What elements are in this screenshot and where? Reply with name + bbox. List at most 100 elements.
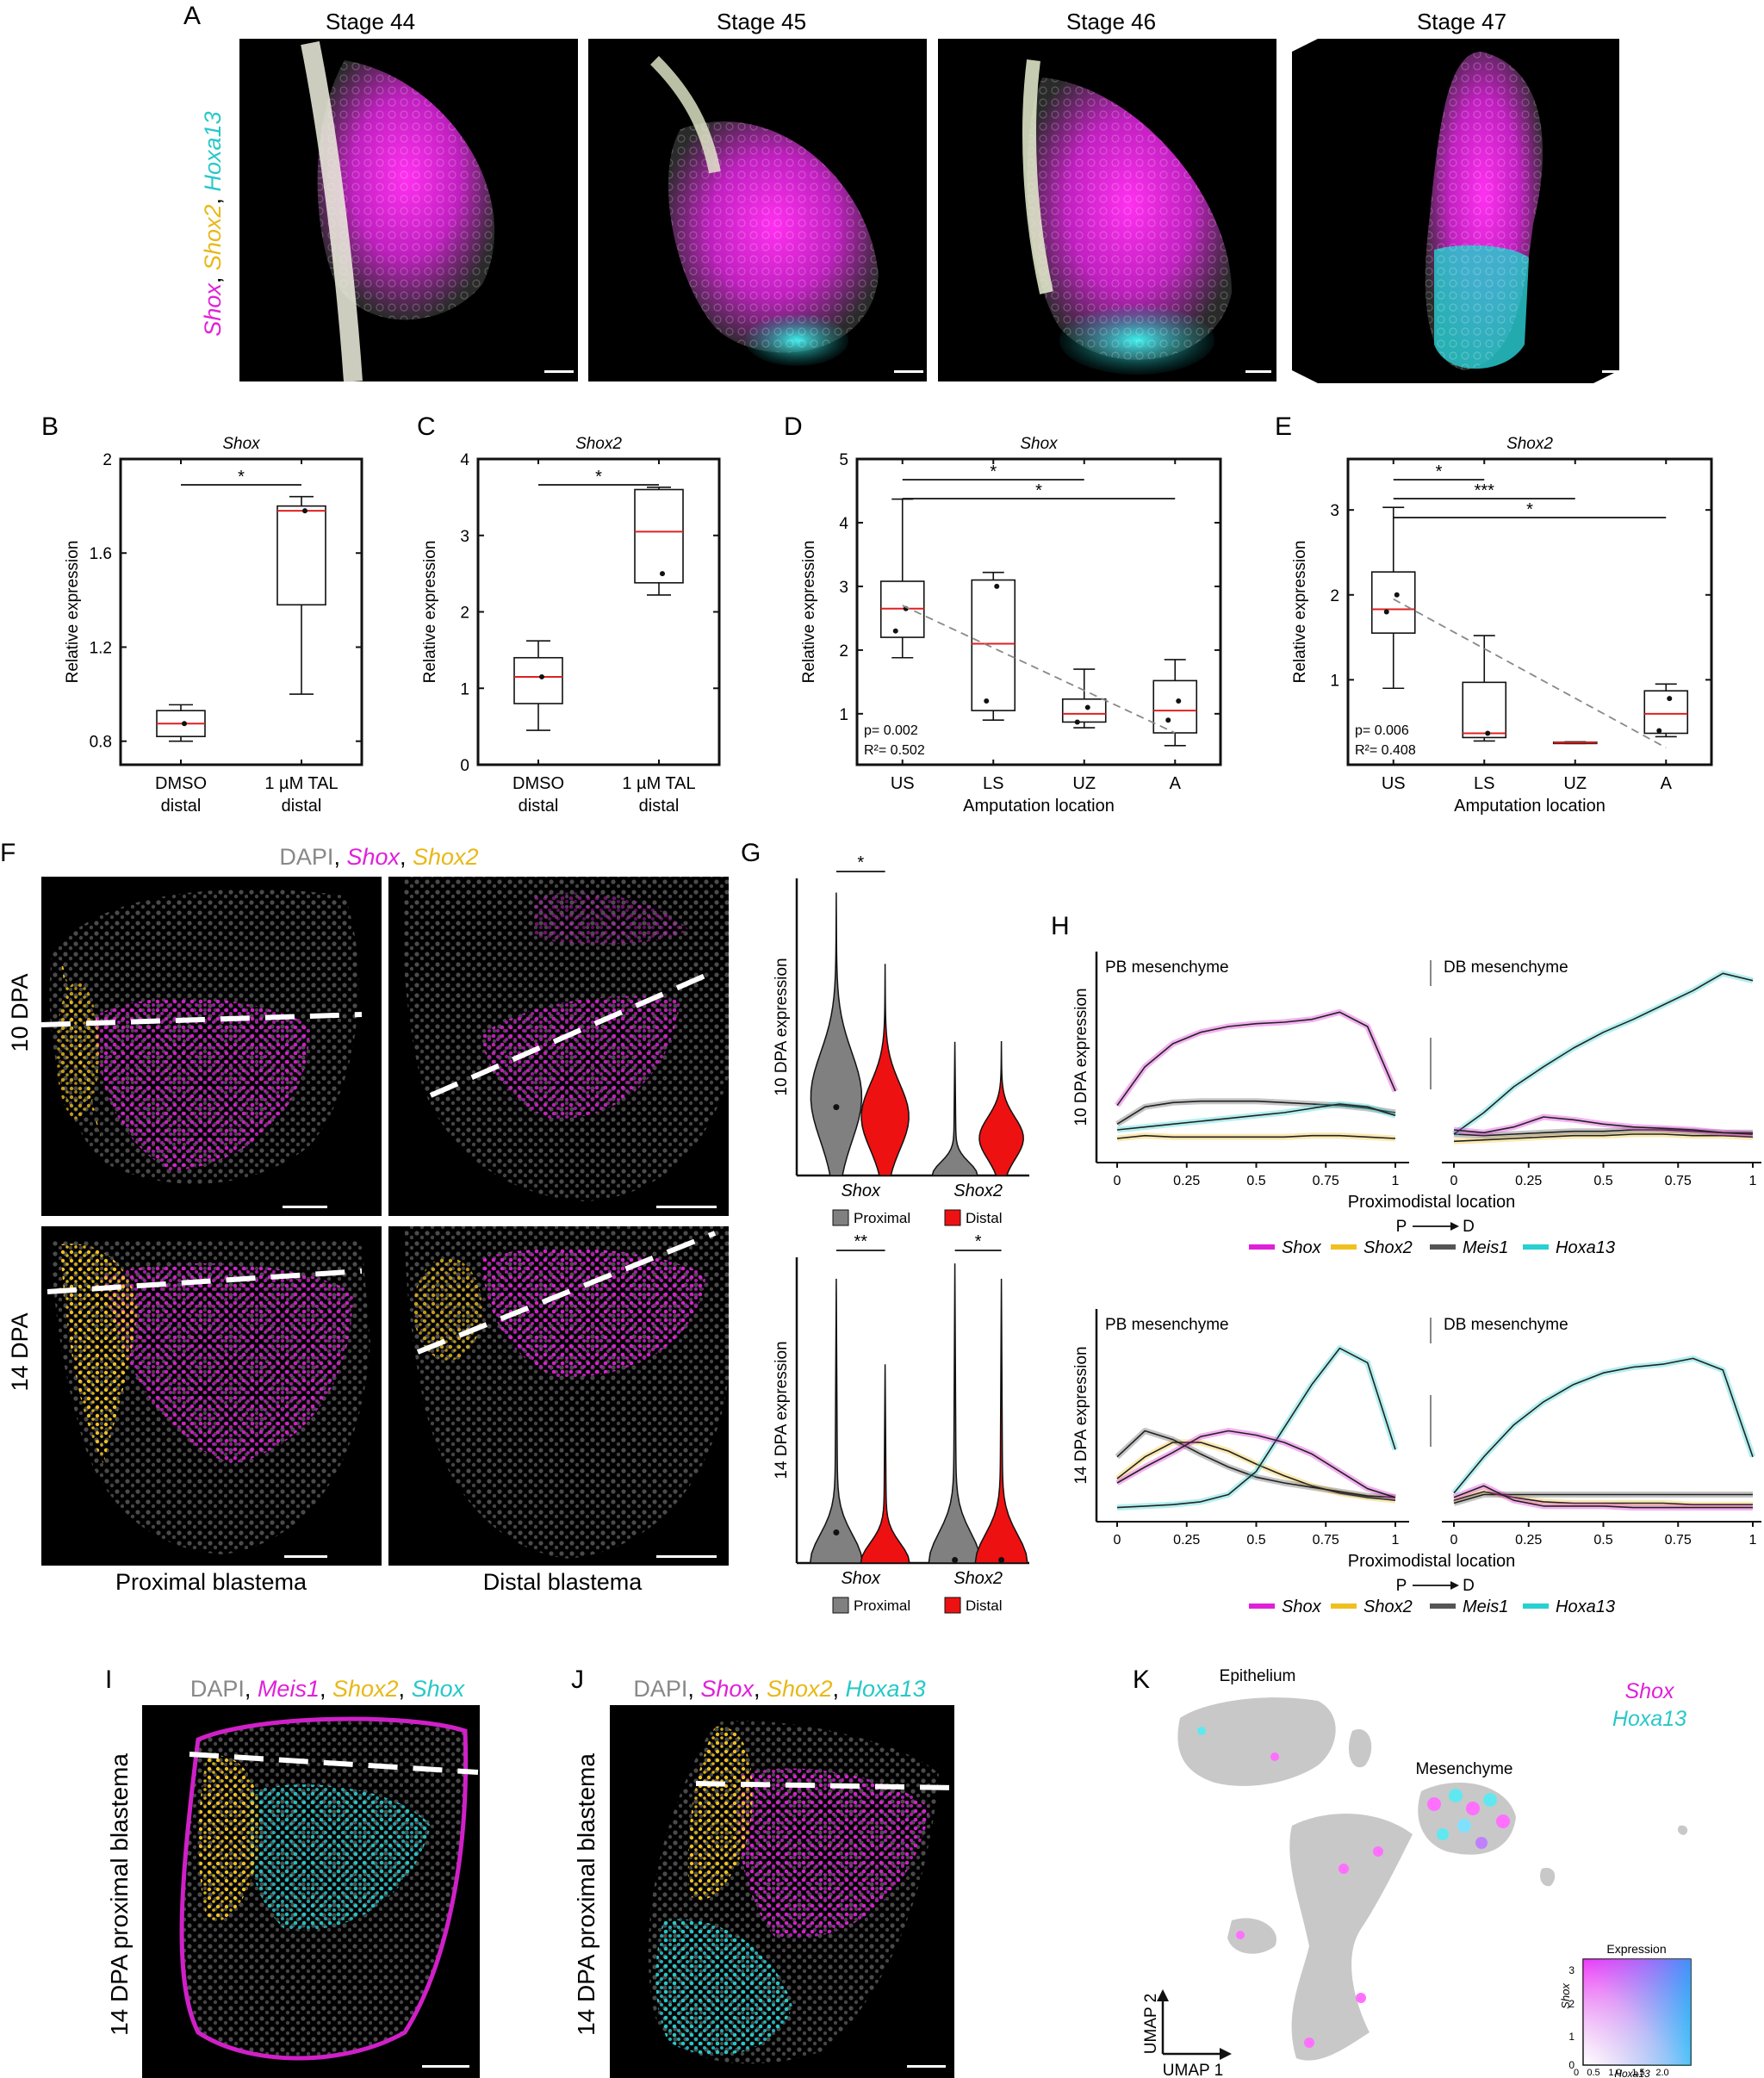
cluster-label-epithelium: Epithelium — [1220, 1667, 1296, 1685]
y-tick-label: 1 — [839, 706, 848, 724]
ytick: 2 — [1568, 1998, 1575, 2010]
x-tick-label: 1 µM TAL — [264, 774, 338, 793]
x-tick-label: 0 — [1114, 1174, 1121, 1188]
y-tick-label: 2 — [460, 605, 469, 623]
significance-label: * — [1035, 481, 1042, 500]
significance-label: * — [1526, 500, 1533, 519]
x-tick-label: LS — [1474, 774, 1494, 793]
legend-proximal: Proximal — [854, 1597, 910, 1614]
legend-meis1: Meis1 — [1463, 1238, 1508, 1257]
p-label: P — [1396, 1577, 1407, 1595]
violin-proximal — [931, 1041, 978, 1176]
panel-h: H — [1051, 912, 1070, 940]
box — [276, 505, 326, 606]
y-tick-label: 2 — [1330, 587, 1339, 605]
box — [1061, 698, 1107, 723]
series-line-shox — [1453, 1116, 1754, 1135]
panel-h-10dpa-chart: PB mesenchyme DB mesenchyme 10 DPA express… — [1072, 952, 1761, 1257]
series-line-meis1 — [1453, 1129, 1753, 1137]
x-tick-label: distal — [161, 797, 202, 816]
x-tick-label: 1 µM TAL — [622, 774, 695, 793]
xtick: 0.5 — [1587, 2068, 1599, 2078]
ytick: 0 — [1568, 2059, 1575, 2071]
panel-g-14dpa-chart: 14 DPA expression Shox Shox2 Proximal Distal… — [773, 1232, 1029, 1614]
data-point — [892, 628, 898, 634]
panel-a: A Stage 44 Stage 45 Stage 46 Stage 47 Sh… — [183, 2, 1623, 383]
sep: , — [833, 1676, 846, 1702]
x-tick-label: 1 — [1749, 1533, 1757, 1548]
expression-title: Expression — [1606, 1942, 1666, 1956]
box — [513, 656, 563, 704]
expression-legend: Expression 0 1 2 3 Shox 0.5 1.0 1.5 2.0 … — [1559, 1942, 1692, 2078]
median-point — [998, 1556, 1005, 1563]
legend-distal: Distal — [966, 1597, 1003, 1614]
legend-shox: Shox — [1625, 1679, 1675, 1703]
xtick: 2.0 — [1655, 2068, 1668, 2078]
y-tick-label: 0 — [460, 757, 469, 775]
r-squared: R²= 0.502 — [864, 743, 925, 758]
data-point — [1667, 696, 1673, 702]
xtick: 1.0 — [1608, 2068, 1621, 2078]
box — [971, 579, 1016, 711]
legend-x-axis-label: Hoxa13 — [1614, 2068, 1650, 2078]
cluster-label-mesenchyme: Mesenchyme — [1416, 1760, 1513, 1778]
panel-letter-k: K — [1133, 1666, 1150, 1694]
legend-swatch-proximal — [832, 1597, 849, 1614]
x-tick-label: distal — [639, 797, 680, 816]
x-tick-label: A — [1170, 774, 1182, 793]
x-tick-label: 1 — [1392, 1533, 1400, 1548]
y-tick-label: 1.2 — [90, 639, 112, 657]
chart-title: Shox — [1020, 435, 1059, 453]
plot-frame — [855, 457, 1222, 766]
sep: , — [399, 1676, 412, 1702]
x-tick-label: DMSO — [155, 774, 207, 793]
legend-shox2: Shox2 — [1363, 1597, 1413, 1616]
ytick: 1 — [1568, 2031, 1575, 2043]
group-label: Shox — [841, 1569, 881, 1588]
median-point — [833, 1529, 840, 1535]
facet-label-pb: PB mesenchyme — [1105, 1316, 1229, 1334]
umap2-label: UMAP 2 — [1142, 1994, 1160, 2054]
stage-46-image — [938, 39, 1276, 381]
data-point — [1176, 698, 1182, 704]
box — [1152, 679, 1198, 734]
series-line-shox — [1116, 1011, 1396, 1107]
series-line-shox2 — [1453, 1133, 1754, 1143]
series-line-hoxa13 — [1453, 972, 1754, 1135]
umap-scatter — [1177, 1697, 1688, 2061]
x-tick-label: A — [1661, 774, 1673, 793]
panel-i-image — [142, 1705, 480, 2078]
box — [1462, 681, 1507, 739]
y-axis-label: 14 DPA expression — [1072, 1346, 1090, 1484]
stage-47-label: Stage 47 — [1417, 9, 1506, 34]
data-point — [539, 673, 544, 679]
panel-k: K Epithelium Mesenchyme Shox Hoxa13 — [1133, 1666, 1692, 2078]
legend-swatch-proximal — [832, 1209, 849, 1226]
panel-i-title: DAPI, Meis1, Shox2, Shox — [190, 1676, 466, 1702]
series-line-shox2 — [1116, 1134, 1396, 1139]
legend-meis1: Meis1 — [1463, 1597, 1508, 1616]
stage-47-image — [1292, 39, 1623, 383]
p-value: p= 0.002 — [864, 723, 918, 738]
x-tick-label: 0.75 — [1665, 1174, 1692, 1188]
data-point — [182, 721, 187, 727]
y-tick-label: 1.6 — [90, 545, 112, 563]
sep: , — [400, 844, 413, 870]
series-line-hoxa13 — [1116, 1347, 1396, 1509]
facet-label-db: DB mesenchyme — [1444, 958, 1568, 977]
umap-axes: UMAP 1 UMAP 2 — [1142, 1989, 1232, 2078]
x-tick-label: 0.75 — [1665, 1533, 1692, 1548]
x-tick-label: 1 — [1392, 1174, 1400, 1188]
stage-45-image — [588, 39, 927, 381]
stage-45-label: Stage 45 — [717, 9, 806, 34]
series-line-hoxa13 — [1453, 1357, 1754, 1494]
x-tick-label: distal — [519, 797, 559, 816]
trend-line — [902, 605, 1176, 734]
legend-proximal: Proximal — [854, 1210, 910, 1226]
panel-letter-h: H — [1051, 912, 1070, 940]
chart-title: Shox2 — [1506, 435, 1553, 453]
label-shox: Shox — [412, 1676, 466, 1702]
y-tick-label: 2 — [839, 642, 848, 661]
violin-proximal — [810, 892, 863, 1176]
